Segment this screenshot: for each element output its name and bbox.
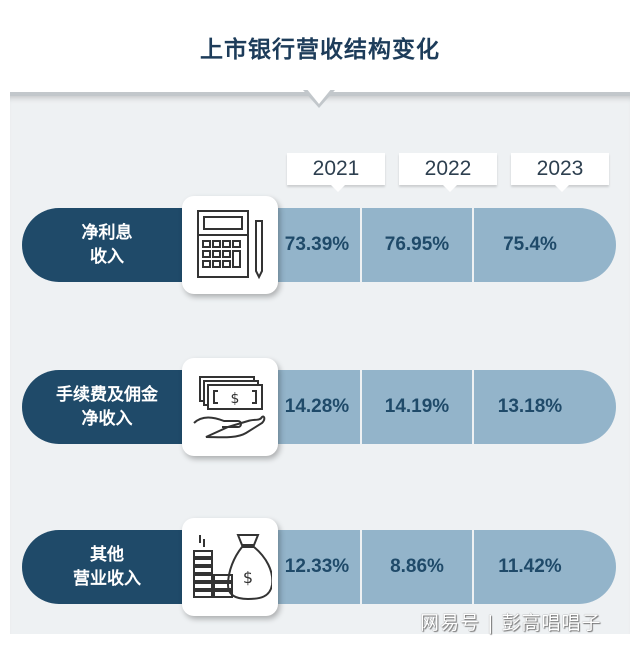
calculator-icon — [182, 196, 278, 294]
value-2023: 75.4% — [503, 234, 557, 255]
value-2021: 14.28% — [252, 370, 362, 444]
chart-title: 上市银行营收结构变化 — [200, 37, 440, 63]
value-band: 14.28% 14.19% 13.18% — [252, 370, 616, 444]
year-header-2023: 2023 — [511, 153, 609, 192]
row-label-line1: 其他 — [90, 545, 124, 565]
cash-in-hand-icon: $ — [182, 358, 278, 456]
row-net-interest-income: 净利息 收入 73.39% 76.95% 75.4% — [22, 196, 622, 294]
value-2021: 12.33% — [252, 530, 362, 604]
row-label-line1: 净利息 — [81, 223, 133, 243]
row-label-line2: 净收入 — [81, 409, 133, 429]
value-2023: 13.18% — [497, 396, 563, 417]
watermark: 网易号 | 彭高唱唱子 — [420, 612, 602, 634]
value-2023: 11.42% — [498, 556, 562, 577]
svg-text:$: $ — [231, 391, 240, 407]
row-label-line2: 收入 — [90, 247, 124, 267]
year-header-2022: 2022 — [399, 153, 497, 192]
row-label-line2: 营业收入 — [73, 569, 141, 589]
value-2021: 73.39% — [252, 208, 362, 282]
year-header-2021: 2021 — [287, 153, 385, 192]
row-fee-commission-income: 手续费及佣金 净收入 14.28% 14.19% 13.18% $ — [22, 358, 622, 456]
value-2022: 76.95% — [362, 208, 474, 282]
value-band: 12.33% 8.86% 11.42% — [252, 530, 616, 604]
value-band: 73.39% 76.95% 75.4% — [252, 208, 616, 282]
row-other-operating-income: 其他 营业收入 12.33% 8.86% 11.42% $ — [22, 518, 622, 616]
value-2022: 8.86% — [362, 530, 474, 604]
svg-text:$: $ — [243, 568, 253, 587]
value-2022: 14.19% — [362, 370, 474, 444]
money-bag-coins-icon: $ — [182, 518, 278, 616]
row-label-line1: 手续费及佣金 — [56, 385, 158, 405]
